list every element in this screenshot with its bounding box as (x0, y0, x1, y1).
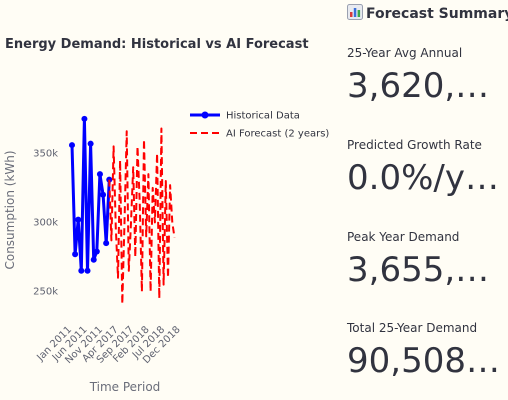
forecast-series-line (108, 127, 176, 305)
legend-marker (201, 111, 209, 119)
historical-data-point (78, 267, 85, 274)
historical-data-point (96, 171, 103, 178)
x-axis-title: Time Period (89, 380, 161, 394)
historical-data-point (103, 240, 110, 247)
bar-chart-icon (347, 4, 363, 20)
forecast-chart-panel: Energy Demand: Historical vs AI Forecast… (0, 0, 340, 400)
summary-title: Forecast Summary: (347, 4, 508, 22)
metric-label: Peak Year Demand (347, 230, 460, 244)
historical-data-point (72, 251, 79, 258)
historical-data-point (90, 256, 97, 263)
metric-value: 3,655,17… (347, 250, 507, 290)
historical-data-point (100, 191, 107, 198)
metric-growth-rate: Predicted Growth Rate 0.0%/year (347, 138, 508, 198)
metric-value: 90,508,5… (347, 341, 507, 381)
historical-data-point (69, 142, 75, 149)
metric-total-demand: Total 25-Year Demand 90,508,5… (347, 321, 508, 381)
chart-title: Energy Demand: Historical vs AI Forecast (5, 37, 309, 52)
metric-label: Predicted Growth Rate (347, 138, 482, 152)
y-tick-label: 250k (33, 287, 58, 298)
y-tick-label: 350k (33, 148, 58, 159)
historical-data-point (81, 115, 88, 122)
historical-data-point (84, 267, 91, 274)
metric-peak-year: Peak Year Demand 3,655,17… (347, 230, 508, 290)
forecast-summary-panel: Forecast Summary: 25-Year Avg Annual 3,6… (340, 0, 508, 400)
y-tick-label: 300k (33, 217, 58, 228)
summary-title-text: Forecast Summary: (366, 6, 508, 22)
metric-value: 0.0%/year (347, 158, 507, 198)
historical-data-point (75, 216, 82, 223)
metric-value: 3,620,34… (347, 66, 507, 106)
metric-label: Total 25-Year Demand (347, 321, 478, 335)
legend-entry: Historical Data (226, 111, 300, 122)
y-axis-title: Consumption (kWh) (3, 150, 17, 269)
metric-label: 25-Year Avg Annual (347, 46, 463, 60)
historical-data-point (87, 140, 94, 147)
metric-avg-annual: 25-Year Avg Annual 3,620,34… (347, 46, 508, 106)
legend-entry: AI Forecast (2 years) (226, 129, 329, 140)
historical-data-point (93, 248, 100, 255)
